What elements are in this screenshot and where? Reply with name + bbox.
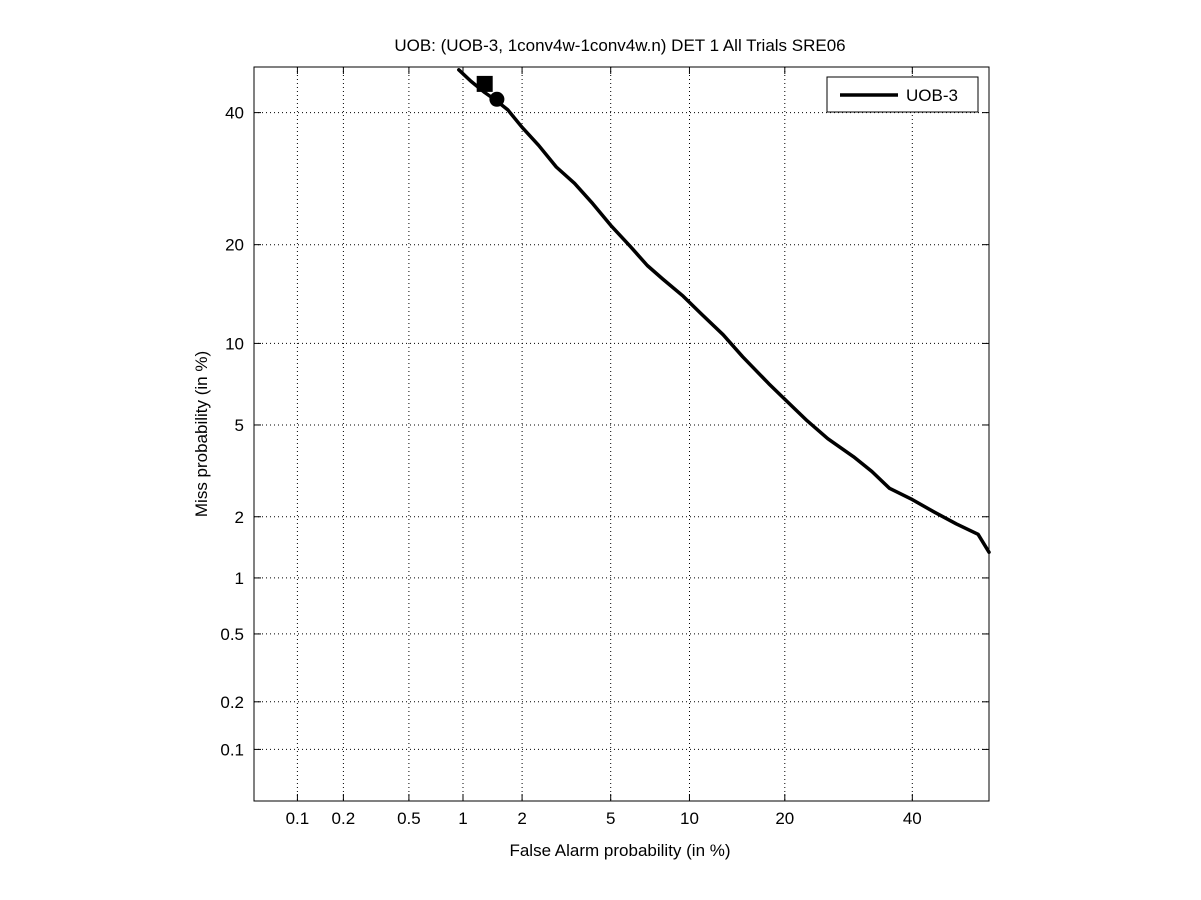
chart-title: UOB: (UOB-3, 1conv4w-1conv4w.n) DET 1 Al… <box>394 36 845 55</box>
legend-label-uob-3: UOB-3 <box>906 86 958 105</box>
y-tick-label: 5 <box>235 416 244 435</box>
min-dcf-marker <box>489 91 505 107</box>
y-tick-label: 2 <box>235 508 244 527</box>
x-axis-label: False Alarm probability (in %) <box>509 841 730 860</box>
x-axis-ticks: 0.1 0.2 0.5 1 2 5 10 20 40 <box>286 67 922 828</box>
x-tick-label: 0.5 <box>397 809 421 828</box>
legend: UOB-3 <box>826 76 979 113</box>
y-tick-label: 40 <box>225 104 244 123</box>
y-tick-label: 0.1 <box>220 740 244 759</box>
y-tick-label: 10 <box>225 334 244 353</box>
y-axis-ticks: 0.1 0.2 0.5 1 2 5 10 20 40 <box>220 104 989 759</box>
plot-area-frame <box>253 66 990 802</box>
x-tick-label: 2 <box>517 809 526 828</box>
y-tick-label: 0.5 <box>220 625 244 644</box>
x-tick-label: 1 <box>458 809 467 828</box>
x-tick-label: 40 <box>903 809 922 828</box>
y-tick-label: 20 <box>225 236 244 255</box>
x-tick-label: 0.2 <box>332 809 356 828</box>
series-line-uob-3 <box>457 68 991 554</box>
y-tick-label: 0.2 <box>220 693 244 712</box>
x-tick-label: 0.1 <box>286 809 310 828</box>
x-tick-label: 5 <box>606 809 615 828</box>
y-tick-label: 1 <box>235 569 244 588</box>
actual-decision-marker <box>476 75 493 92</box>
grid-lines <box>254 67 989 801</box>
series-layer <box>457 68 991 554</box>
x-tick-label: 20 <box>775 809 794 828</box>
x-tick-label: 10 <box>680 809 699 828</box>
marker-layer <box>476 75 505 107</box>
y-axis-label: Miss probability (in %) <box>192 351 211 517</box>
